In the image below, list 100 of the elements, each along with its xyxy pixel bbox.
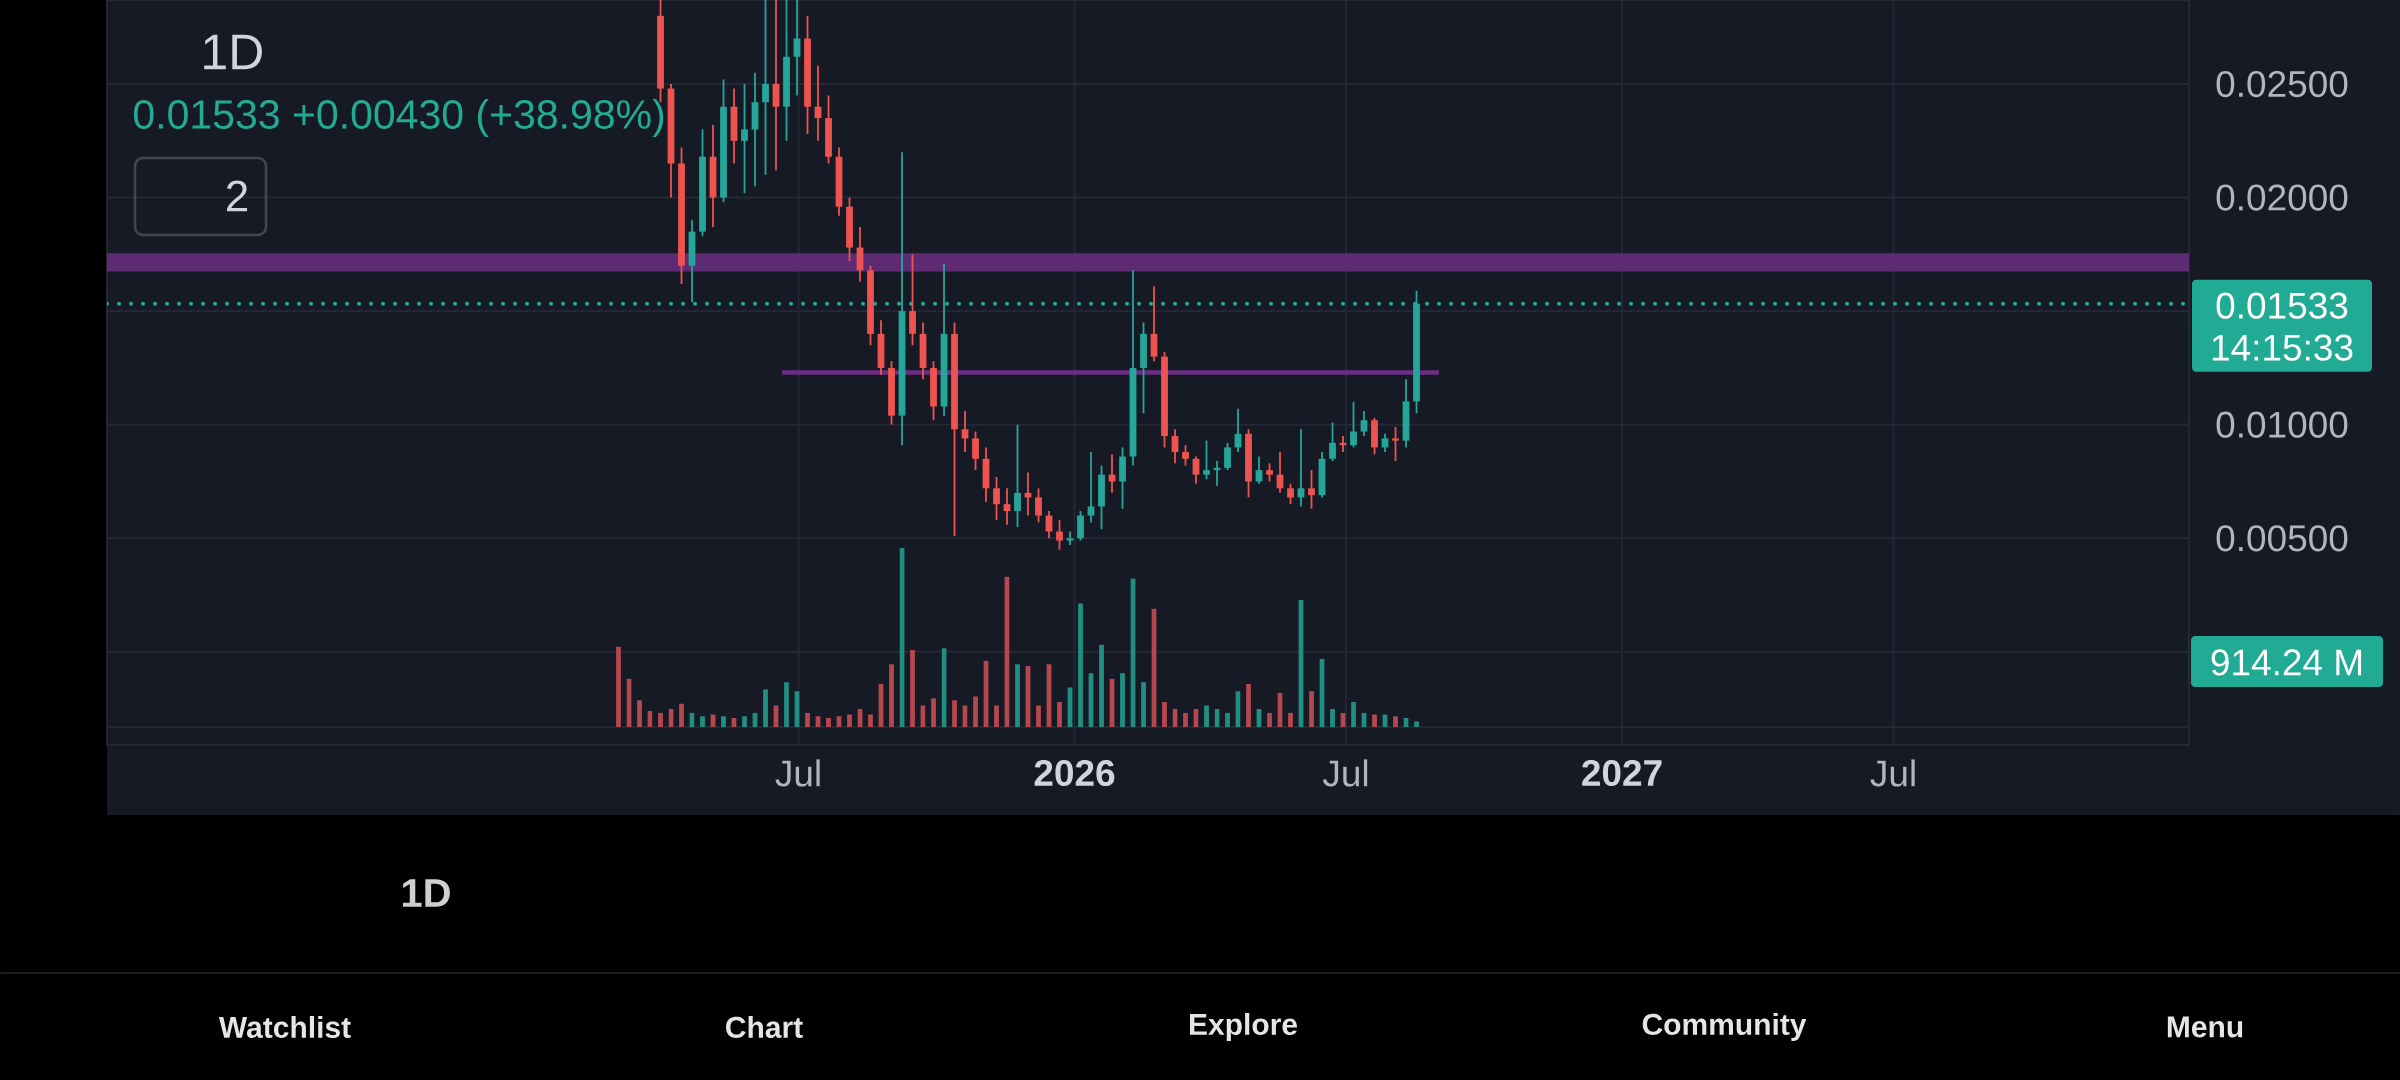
- candlestick: [951, 321, 958, 537]
- text: 0.01533 +0.00430 (+38.98%): [134, 98, 664, 138]
- candlestick: [709, 124, 717, 229]
- bar: [994, 705, 999, 727]
- x-tick-label: Jul: [1322, 759, 1368, 787]
- candlestick: [1255, 455, 1263, 485]
- candlestick: [667, 83, 675, 199]
- bar: [910, 650, 915, 727]
- bar: [1141, 682, 1146, 727]
- bar: [1183, 712, 1188, 727]
- bar: [1036, 705, 1041, 727]
- candlestick: [793, 0, 801, 97]
- text: Menu: [2167, 1016, 2243, 1038]
- candlestick: [1392, 426, 1399, 462]
- candlestick: [972, 430, 979, 472]
- text: Chart: [726, 1015, 803, 1038]
- text: Community: [1642, 1013, 1807, 1041]
- candlestick: [1182, 444, 1189, 467]
- candlestick: [1077, 510, 1084, 542]
- y-tick-label: 0.01000: [2216, 411, 2348, 438]
- candlestick: [1056, 519, 1063, 551]
- bar: [889, 664, 894, 727]
- candlestick: [751, 71, 759, 188]
- candlestick: [909, 253, 916, 347]
- candlestick: [1119, 446, 1126, 510]
- bar: [952, 700, 957, 727]
- candlestick: [1203, 439, 1210, 481]
- bar: [826, 718, 831, 727]
- candlestick: [1245, 428, 1252, 499]
- candlestick: [772, 0, 780, 172]
- candlestick: [835, 146, 843, 217]
- candlestick: [919, 321, 927, 381]
- candlestick: [1308, 469, 1315, 510]
- candlestick: [1140, 321, 1147, 415]
- candlestick: [1098, 464, 1105, 531]
- candlestick: [1161, 351, 1168, 449]
- bar: [1162, 701, 1167, 727]
- x-tick-label: 2026: [1034, 759, 1115, 787]
- bar: [679, 703, 684, 727]
- bar: [1099, 644, 1104, 727]
- bar: [931, 698, 936, 727]
- bar: [847, 714, 852, 727]
- x-tick-label: Jul: [1870, 759, 1915, 787]
- x-tick-label: 2027: [1582, 759, 1662, 787]
- bar: [1015, 664, 1020, 727]
- candlestick: [1402, 378, 1410, 449]
- candlestick: [1108, 453, 1116, 494]
- bar: [1267, 712, 1272, 727]
- candlestick: [846, 196, 853, 263]
- bar: [1372, 714, 1377, 727]
- candlestick: [804, 14, 811, 135]
- candlestick: [1003, 487, 1011, 526]
- text: Explore: [1190, 1013, 1297, 1041]
- candlestick: [867, 264, 874, 347]
- candlestick: [741, 83, 748, 194]
- candlestick: [730, 87, 738, 165]
- candlestick: [1224, 441, 1231, 472]
- bar: [721, 716, 726, 727]
- candlestick: [1318, 451, 1326, 499]
- candlestick: [678, 146, 685, 285]
- bar: [868, 714, 873, 727]
- candlestick: [1087, 451, 1095, 524]
- candlestick: [699, 128, 706, 238]
- bar: [1120, 673, 1125, 727]
- candlestick: [1035, 487, 1042, 524]
- candlestick: [762, 0, 769, 176]
- candlestick: [1329, 421, 1336, 462]
- candlestick: [825, 94, 832, 165]
- candlestick: [1129, 269, 1137, 467]
- candlestick: [982, 446, 990, 503]
- annotation: 2: [227, 180, 248, 212]
- candlestick: [1287, 482, 1294, 506]
- bar: [973, 696, 978, 727]
- candlestick: [1371, 417, 1378, 456]
- candlestick: [877, 319, 885, 376]
- y-tick-label: 0.02000: [2216, 184, 2348, 211]
- bar: [700, 716, 705, 727]
- bar: [742, 716, 747, 727]
- bar: [1204, 705, 1209, 727]
- text: 914.24 M: [2211, 649, 2362, 676]
- bar: [616, 646, 621, 727]
- bar: [1288, 712, 1293, 727]
- bar: [1393, 716, 1398, 727]
- y-tick-label: 0.00500: [2216, 525, 2348, 552]
- candlestick: [1150, 285, 1158, 363]
- ref-line-label: 0.01533: [2216, 292, 2348, 319]
- candlestick: [688, 219, 696, 303]
- candlestick: [1266, 462, 1273, 483]
- candlestick: [888, 360, 895, 426]
- text: Watchlist: [218, 1015, 351, 1038]
- text: 1D: [204, 34, 262, 70]
- candlestick: [1350, 401, 1357, 449]
- bar: [1414, 721, 1419, 727]
- candlestick: [783, 0, 790, 142]
- bar: [637, 700, 642, 727]
- bar: [763, 689, 768, 727]
- y-tick-label: 0.02500: [2216, 70, 2348, 98]
- text: 1D: [402, 879, 450, 907]
- text: 14:15:33: [2212, 334, 2353, 361]
- bar: [658, 712, 663, 727]
